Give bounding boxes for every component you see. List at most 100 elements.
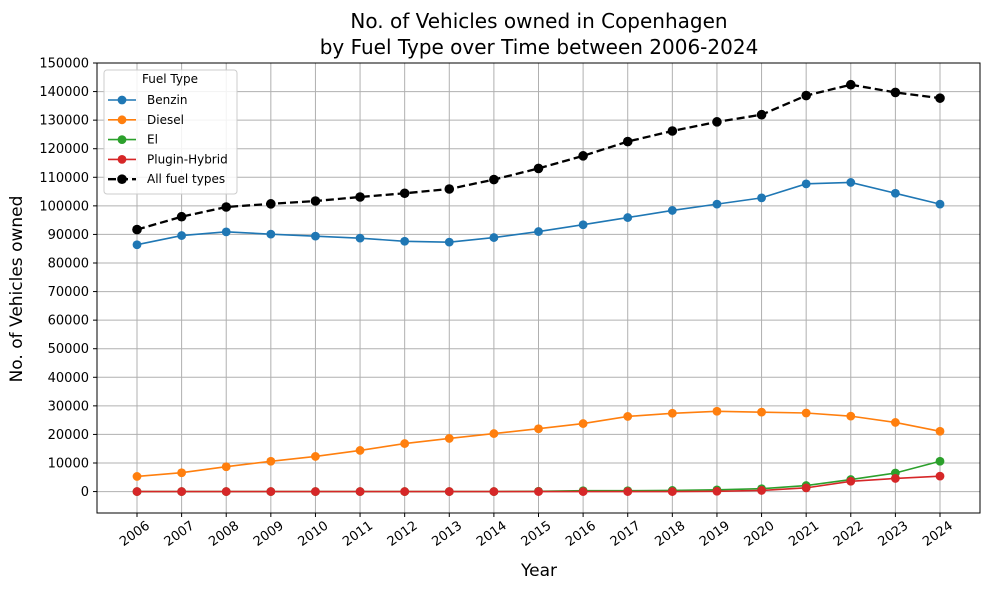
- data-point-diesel: [667, 408, 677, 418]
- x-tick-label: 2011: [340, 518, 376, 549]
- legend-swatch-marker: [117, 155, 127, 164]
- x-tick-label: 2020: [742, 518, 778, 549]
- legend-entry-label: El: [147, 133, 158, 147]
- legend-entry-label: Diesel: [147, 113, 184, 127]
- data-point-diesel: [712, 406, 722, 416]
- data-point-diesel: [890, 418, 900, 427]
- data-point-all-fuel-types: [266, 199, 276, 209]
- legend-title: Fuel Type: [142, 72, 198, 86]
- data-point-benzin: [221, 227, 231, 237]
- data-point-diesel: [177, 468, 187, 478]
- data-point-benzin: [132, 240, 142, 250]
- data-point-benzin: [400, 236, 410, 246]
- series-benzin: [132, 178, 945, 250]
- data-point-diesel: [757, 407, 766, 417]
- y-tick-label: 70000: [48, 285, 89, 300]
- data-point-benzin: [578, 220, 588, 230]
- y-tick-label: 0: [81, 485, 89, 500]
- x-tick-label: 2009: [251, 518, 287, 549]
- chart-title-line-2: by Fuel Type over Time between 2006-2024: [320, 35, 759, 59]
- y-tick-label: 100000: [39, 199, 89, 214]
- data-point-benzin: [355, 233, 365, 243]
- data-point-plugin-hybrid: [489, 487, 499, 496]
- data-point-all-fuel-types: [578, 151, 588, 161]
- series-group: [132, 79, 945, 496]
- data-point-plugin-hybrid: [890, 474, 900, 483]
- data-point-benzin: [846, 178, 856, 187]
- legend-entry-label: Plugin-Hybrid: [147, 152, 228, 166]
- legend-swatch-marker: [117, 135, 127, 145]
- data-point-el: [935, 456, 945, 466]
- data-point-all-fuel-types: [533, 163, 544, 174]
- x-tick-label: 2022: [831, 518, 867, 549]
- legend-entry-label: Benzin: [147, 93, 187, 107]
- data-point-all-fuel-types: [399, 188, 410, 199]
- y-tick-label: 120000: [39, 142, 89, 157]
- data-point-benzin: [935, 199, 945, 209]
- data-point-diesel: [266, 456, 276, 466]
- legend-swatch-marker: [117, 95, 127, 105]
- x-tick-label: 2016: [563, 518, 599, 549]
- data-point-plugin-hybrid: [578, 487, 588, 496]
- data-point-plugin-hybrid: [177, 487, 187, 496]
- data-point-plugin-hybrid: [534, 487, 543, 496]
- legend: Fuel Type Benzin Diesel El Plugin-Hybrid All …: [103, 69, 238, 195]
- y-tick-label: 20000: [48, 428, 89, 443]
- x-tick-label: 2013: [429, 518, 465, 549]
- x-tick-label: 2023: [876, 518, 912, 549]
- data-point-diesel: [311, 452, 320, 461]
- data-point-plugin-hybrid: [935, 471, 945, 481]
- data-point-diesel: [489, 429, 499, 438]
- data-point-all-fuel-types: [176, 211, 187, 222]
- data-point-all-fuel-types: [444, 184, 455, 194]
- data-point-all-fuel-types: [890, 87, 901, 98]
- data-point-diesel: [578, 419, 588, 428]
- data-point-plugin-hybrid: [444, 487, 454, 496]
- data-point-benzin: [757, 193, 766, 203]
- data-point-diesel: [534, 424, 543, 434]
- data-point-diesel: [623, 412, 633, 421]
- data-point-plugin-hybrid: [132, 487, 142, 496]
- data-point-all-fuel-types: [132, 224, 142, 235]
- x-tick-label: 2014: [474, 518, 510, 549]
- data-point-benzin: [444, 237, 454, 247]
- data-point-diesel: [400, 439, 410, 448]
- data-point-diesel: [355, 446, 365, 455]
- series-diesel: [132, 406, 945, 481]
- x-tick-label: 2006: [117, 518, 153, 549]
- y-tick-label: 50000: [48, 342, 89, 357]
- x-tick-label: 2021: [786, 518, 822, 549]
- y-tick-label: 130000: [39, 114, 89, 129]
- data-point-diesel: [444, 434, 454, 443]
- data-point-diesel: [221, 462, 231, 472]
- x-tick-label: 2024: [920, 518, 956, 549]
- y-tick-label: 90000: [48, 228, 89, 243]
- y-tick-label: 150000: [39, 57, 89, 72]
- data-point-benzin: [266, 229, 276, 239]
- data-point-plugin-hybrid: [846, 476, 856, 486]
- x-tick-label: 2008: [206, 518, 242, 549]
- x-tick-label: 2010: [296, 518, 332, 549]
- data-point-diesel: [846, 411, 856, 421]
- data-point-benzin: [311, 231, 320, 241]
- data-point-plugin-hybrid: [667, 487, 677, 496]
- legend-box: [103, 69, 238, 195]
- x-axis-label: Year: [520, 561, 557, 581]
- data-point-all-fuel-types: [712, 117, 722, 127]
- series-plugin-hybrid: [132, 471, 945, 496]
- legend-entry-label: All fuel types: [147, 172, 225, 186]
- data-point-all-fuel-types: [355, 192, 365, 202]
- y-tick-label: 30000: [48, 399, 89, 414]
- data-point-benzin: [489, 233, 499, 242]
- data-point-all-fuel-types: [935, 93, 945, 103]
- data-point-benzin: [712, 199, 722, 209]
- y-axis-label: No. of Vehicles owned: [7, 196, 27, 383]
- data-point-benzin: [623, 213, 633, 222]
- data-point-plugin-hybrid: [400, 487, 410, 496]
- data-point-all-fuel-types: [221, 202, 232, 212]
- data-point-all-fuel-types: [801, 90, 811, 101]
- x-tick-label: 2017: [608, 518, 644, 549]
- data-point-plugin-hybrid: [355, 487, 365, 496]
- data-point-all-fuel-types: [667, 126, 678, 136]
